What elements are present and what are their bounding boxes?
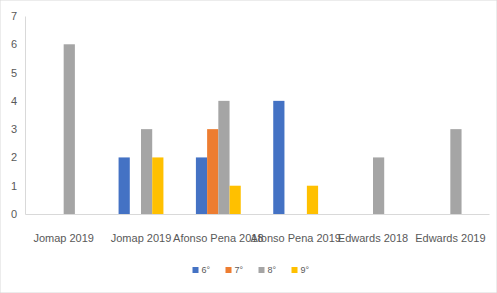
x-tick-label: Edwards 2018 (338, 232, 408, 244)
legend-label: 6° (202, 265, 211, 275)
bar (41, 214, 52, 215)
bar (207, 129, 218, 214)
legend-label: 7° (235, 265, 244, 275)
bar (450, 129, 461, 214)
bar (64, 44, 75, 214)
legend-swatch (292, 267, 298, 273)
y-tick-label: 4 (11, 95, 17, 107)
bar-series (119, 101, 285, 214)
y-tick-label: 2 (11, 151, 17, 163)
x-tick: Edwards 2019 (415, 214, 485, 244)
legend-item: 7° (226, 265, 244, 275)
legend-item: 8° (259, 265, 277, 275)
y-tick: 1 (11, 180, 25, 192)
x-tick-label: Edwards 2019 (415, 232, 485, 244)
bar-series (64, 44, 462, 214)
bar (351, 214, 362, 215)
y-tick-label: 1 (11, 180, 17, 192)
bar (196, 157, 207, 214)
bar (141, 129, 152, 214)
plot: 0 1 2 3 4 5 6 7 Jomap 2019 Jomap 2019 Afonso Pena … (11, 10, 490, 244)
x-axis: Jomap 2019Jomap 2019Afonso Pena 2018Afon… (26, 214, 490, 244)
y-tick: 6 (11, 38, 25, 50)
legend-item: 6° (193, 265, 211, 275)
bar (307, 186, 318, 214)
legend-swatch (226, 267, 232, 273)
y-tick: 4 (11, 95, 25, 107)
legend-item: 9° (292, 265, 310, 275)
y-tick: 7 (11, 10, 25, 22)
bar (284, 214, 295, 215)
bar (218, 101, 229, 214)
bar (384, 214, 395, 215)
legend-label: 8° (268, 265, 277, 275)
bar (362, 214, 373, 215)
bar (52, 214, 63, 215)
x-axis-line (26, 214, 490, 215)
y-tick: 2 (11, 151, 25, 163)
y-axis-line (25, 17, 26, 215)
chart: 0 1 2 3 4 5 6 7 Jomap 2019 Jomap 2019 Afonso Pena … (0, 0, 497, 293)
y-tick: 0 (11, 208, 25, 220)
y-tick: 3 (11, 123, 25, 135)
y-tick-label: 6 (11, 38, 17, 50)
bar (296, 214, 307, 215)
y-tick-label: 7 (11, 10, 17, 22)
x-tick-label: Jomap 2019 (33, 232, 94, 244)
legend: 6° 7° 8° 9° (193, 265, 310, 275)
y-tick-label: 0 (11, 208, 17, 220)
x-tick-label: Afonso Pena 2019 (250, 232, 341, 244)
bar (273, 101, 284, 214)
bar-series (207, 129, 218, 214)
background (0, 0, 497, 293)
legend-swatch (193, 267, 199, 273)
bar (439, 214, 450, 215)
bar (130, 214, 141, 215)
bar (428, 214, 439, 215)
bars (64, 44, 462, 214)
legend-swatch (259, 267, 265, 273)
x-tick: Jomap 2019 (33, 214, 94, 244)
y-tick-label: 5 (11, 67, 17, 79)
bar (75, 214, 86, 215)
x-tick: Jomap 2019 (111, 214, 172, 244)
bar-series (152, 157, 318, 214)
bar (152, 157, 163, 214)
y-tick: 5 (11, 67, 25, 79)
bar (373, 157, 384, 214)
x-tick-label: Jomap 2019 (111, 232, 172, 244)
bar (119, 157, 130, 214)
y-axis: 0 1 2 3 4 5 6 7 (11, 10, 26, 220)
bar (462, 214, 473, 215)
x-tick: Afonso Pena 2019 (250, 214, 341, 244)
bar (230, 186, 241, 214)
legend-label: 9° (301, 265, 310, 275)
x-tick: Edwards 2018 (338, 214, 408, 244)
y-tick-label: 3 (11, 123, 17, 135)
